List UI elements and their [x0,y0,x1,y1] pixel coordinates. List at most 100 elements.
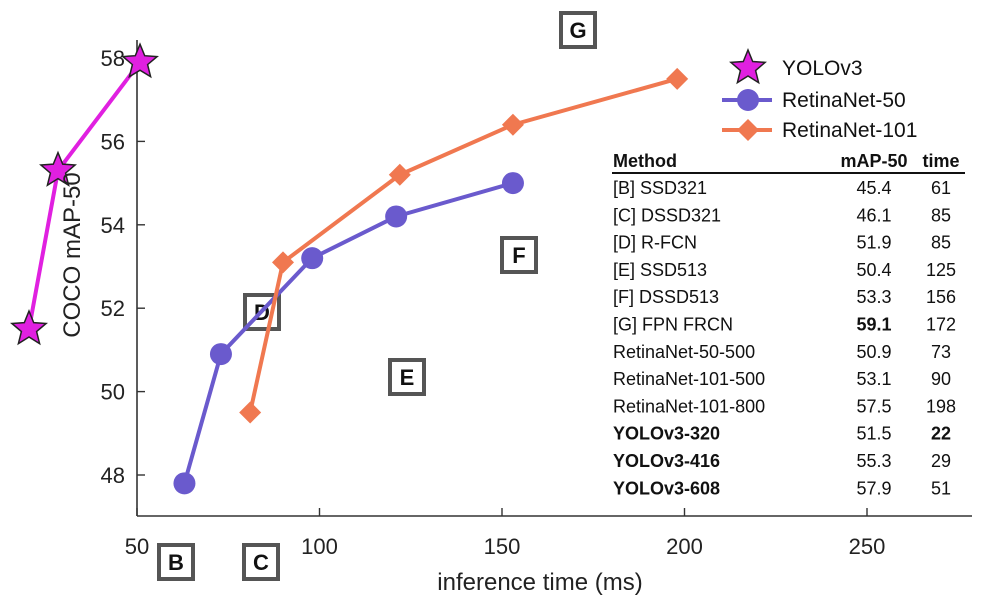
table-cell-map: 55.3 [856,451,891,471]
legend-marker [737,89,759,111]
data-point [121,42,159,79]
table-cell-map: 57.5 [856,396,891,416]
x-axis-label: inference time (ms) [437,569,642,596]
data-point [239,401,262,424]
series-retinanet-50 [173,172,524,495]
x-tick-label: 50 [125,534,149,559]
data-point [272,251,294,274]
legend-label: YOLOv3 [782,57,863,80]
table-cell-map: 57.9 [856,478,891,498]
legend-label: RetinaNet-50 [782,89,906,112]
data-point [501,172,524,195]
y-tick-label: 52 [101,296,125,321]
y-tick-label: 50 [101,380,125,405]
table-cell-method: [C] DSSD321 [613,205,721,225]
table-cell-method: [B] SSD321 [613,178,707,198]
annotation-box-b: B [157,543,195,581]
data-point [10,309,48,346]
y-tick-label: 56 [101,129,125,154]
annotation-frame [157,543,195,581]
y-tick-label: 48 [101,463,125,488]
table-row: RetinaNet-101-800 57.5 198 [613,396,956,416]
legend-marker [737,119,759,141]
table-row: [C] DSSD321 46.1 85 [613,205,951,225]
table-row: YOLOv3-416 55.3 29 [613,451,951,471]
table-cell-time: 156 [926,287,956,307]
annotation-label: E [400,365,415,390]
table-cell-method: RetinaNet-101-800 [613,396,765,416]
data-point [666,67,689,90]
table-cell-time: 172 [926,315,956,335]
table-header-time: time [922,151,959,171]
annotation-label: F [512,243,525,268]
legend-marker [729,48,767,85]
data-point [301,247,324,270]
annotation-frame [559,11,597,49]
table-row: YOLOv3-320 51.5 22 [613,424,951,444]
legend-label: RetinaNet-101 [782,119,917,142]
table-cell-method: [E] SSD513 [613,260,707,280]
table-row: [E] SSD513 50.4 125 [613,260,956,280]
series-line [182,181,514,484]
annotation-box-e: E [388,358,426,396]
annotation-frame [500,236,538,274]
table-cell-method: [F] DSSD513 [613,287,719,307]
table-cell-map: 46.1 [856,205,891,225]
table-cell-map: 53.3 [856,287,891,307]
table-row: [B] SSD321 45.4 61 [613,178,951,198]
table-cell-map: 59.1 [856,315,891,335]
x-tick-label: 100 [301,534,338,559]
table-cell-method: RetinaNet-101-500 [613,369,765,389]
annotation-frame [388,358,426,396]
legend-entry: RetinaNet-50 [722,89,906,112]
table-cell-time: 85 [931,205,951,225]
annotation-frame [242,543,280,581]
table-row: [D] R-FCN 51.9 85 [613,233,951,253]
legend-entry: RetinaNet-101 [722,119,917,142]
table-cell-time: 51 [931,478,951,498]
table-cell-map: 45.4 [856,178,891,198]
table-row: [F] DSSD513 53.3 156 [613,287,956,307]
annotation-box-f: F [500,236,538,274]
results-table: Method mAP-50 time [B] SSD321 45.4 61 [C] DSSD… [612,151,965,498]
legend-entry: YOLOv3 [729,48,863,85]
table-cell-time: 125 [926,260,956,280]
data-point [388,163,411,186]
table-cell-method: YOLOv3-320 [613,424,720,444]
x-tick-label: 250 [849,534,886,559]
table-cell-method: [G] FPN FRCN [613,315,733,335]
series-yolov3 [10,42,159,346]
table-cell-method: RetinaNet-50-500 [613,342,755,362]
table-cell-time: 73 [931,342,951,362]
table-row: [G] FPN FRCN 59.1 172 [613,315,956,335]
table-cell-map: 51.5 [856,424,891,444]
x-tick-label: 150 [484,534,521,559]
table-row: RetinaNet-101-500 53.1 90 [613,369,951,389]
table-header-map: mAP-50 [840,151,907,171]
table-cell-time: 198 [926,396,956,416]
x-tick-label: 200 [666,534,703,559]
series-layer [10,42,689,495]
table-cell-map: 50.9 [856,342,891,362]
data-point [385,205,408,228]
data-point [173,472,196,495]
table-cell-time: 29 [931,451,951,471]
table-cell-method: YOLOv3-416 [613,451,720,471]
y-axis-label: COCO mAP-50 [59,172,86,337]
table-cell-map: 50.4 [856,260,891,280]
y-tick-label: 54 [101,213,125,238]
data-point [209,343,232,366]
series-retinanet-101 [239,67,689,424]
table-cell-time: 90 [931,369,951,389]
table-cell-method: [D] R-FCN [613,233,697,253]
annotation-box-c: C [242,543,280,581]
table-cell-time: 85 [931,233,951,253]
annotation-label: G [569,18,586,43]
annotation-label: B [168,550,184,575]
table-row: YOLOv3-608 57.9 51 [613,478,951,498]
table-cell-map: 51.9 [856,233,891,253]
table-cell-time: 61 [931,178,951,198]
table-header-method: Method [613,151,677,171]
table-cell-method: YOLOv3-608 [613,478,720,498]
